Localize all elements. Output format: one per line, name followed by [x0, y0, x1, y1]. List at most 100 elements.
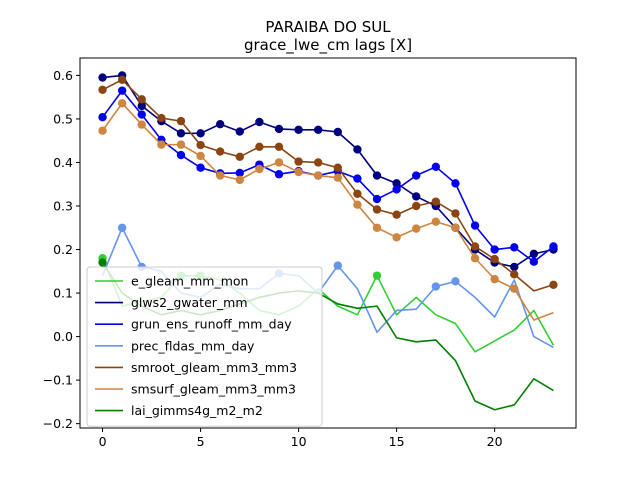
data-point-smroot_gleam_mm3_mm3-7: [235, 152, 244, 162]
data-point-smroot_gleam_mm3_mm3-10: [294, 157, 303, 166]
data-point-glws2_gwater_mm-2: [137, 101, 146, 111]
data-point-grun_ens_runoff_mm_day-22: [529, 257, 539, 266]
data-point-glws2_gwater_mm-13: [353, 145, 362, 154]
data-point-glws2_gwater_mm-12: [333, 127, 343, 137]
data-point-smsurf_gleam_mm3_mm3-6: [215, 171, 225, 180]
data-point-glws2_gwater_mm-11: [313, 125, 323, 135]
data-point-smsurf_gleam_mm3_mm3-8: [255, 164, 264, 174]
data-point-grun_ens_runoff_mm_day-4: [176, 150, 186, 160]
data-point-smsurf_gleam_mm3_mm3-20: [490, 274, 499, 284]
legend-label-e_gleam_mm_mon: e_gleam_mm_mon: [131, 274, 248, 289]
data-point-smroot_gleam_mm3_mm3-17: [431, 197, 441, 206]
chart-subtitle: grace_lwe_cm lags [X]: [244, 36, 412, 55]
data-point-smroot_gleam_mm3_mm3-21: [510, 270, 519, 279]
data-point-grun_ens_runoff_mm_day-15: [392, 185, 401, 194]
data-point-prec_fldas_mm_day-12: [333, 261, 343, 270]
data-point-glws2_gwater_mm-9: [274, 124, 284, 134]
data-point-smroot_gleam_mm3_mm3-0: [98, 85, 107, 94]
data-point-smroot_gleam_mm3_mm3-11: [313, 158, 323, 167]
y-tick-label: −0.1: [43, 373, 73, 388]
y-tick-label: 0.3: [53, 199, 73, 214]
data-point-grun_ens_runoff_mm_day-2: [137, 110, 146, 119]
data-point-smsurf_gleam_mm3_mm3-11: [313, 171, 323, 180]
data-point-smroot_gleam_mm3_mm3-4: [176, 116, 186, 126]
data-point-glws2_gwater_mm-21: [510, 262, 519, 272]
data-point-grun_ens_runoff_mm_day-23: [549, 242, 558, 251]
data-point-smroot_gleam_mm3_mm3-1: [117, 75, 127, 84]
data-point-grun_ens_runoff_mm_day-1: [117, 86, 127, 95]
y-tick-label: 0.4: [53, 155, 73, 170]
data-point-glws2_gwater_mm-16: [412, 192, 421, 201]
y-tick-label: 0.5: [53, 111, 73, 126]
axes-frame: [79, 57, 577, 429]
x-tick-label: 0: [99, 434, 107, 449]
data-point-smsurf_gleam_mm3_mm3-15: [392, 233, 401, 242]
data-point-smroot_gleam_mm3_mm3-13: [353, 189, 362, 199]
data-point-grun_ens_runoff_mm_day-18: [451, 179, 460, 188]
data-point-smsurf_gleam_mm3_mm3-3: [157, 140, 166, 149]
data-point-smroot_gleam_mm3_mm3-6: [215, 147, 225, 156]
y-tick-label: 0.2: [53, 242, 73, 257]
legend-label-prec_fldas_mm_day: prec_fldas_mm_day: [131, 338, 255, 353]
data-point-e_gleam_mm_mon-14: [372, 271, 382, 280]
data-point-smsurf_gleam_mm3_mm3-17: [431, 217, 441, 226]
data-point-smroot_gleam_mm3_mm3-8: [255, 142, 264, 151]
data-point-grun_ens_runoff_mm_day-9: [274, 170, 284, 179]
data-point-smroot_gleam_mm3_mm3-16: [412, 201, 421, 211]
x-tick-label: 20: [487, 434, 503, 449]
data-point-smsurf_gleam_mm3_mm3-7: [235, 175, 244, 185]
legend: e_gleam_mm_mon glws2_gwater_mm grun_ens_ru…: [86, 266, 323, 427]
data-point-grun_ens_runoff_mm_day-16: [412, 171, 421, 180]
data-point-smroot_gleam_mm3_mm3-19: [470, 242, 480, 251]
data-point-prec_fldas_mm_day-17: [431, 282, 441, 291]
y-tick-label: 0.1: [53, 286, 73, 301]
data-point-smsurf_gleam_mm3_mm3-2: [137, 120, 146, 129]
data-point-smroot_gleam_mm3_mm3-3: [157, 113, 166, 123]
data-point-grun_ens_runoff_mm_day-21: [510, 243, 519, 252]
data-point-glws2_gwater_mm-8: [255, 117, 264, 127]
data-point-glws2_gwater_mm-5: [196, 129, 205, 138]
data-point-glws2_gwater_mm-14: [372, 171, 382, 180]
data-point-glws2_gwater_mm-10: [294, 125, 303, 135]
data-point-smsurf_gleam_mm3_mm3-13: [353, 200, 362, 209]
data-point-glws2_gwater_mm-0: [98, 73, 107, 82]
data-point-smroot_gleam_mm3_mm3-12: [333, 163, 343, 172]
chart-title: PARAIBA DO SUL: [265, 18, 391, 36]
data-point-smsurf_gleam_mm3_mm3-4: [176, 140, 186, 149]
x-tick-label: 10: [291, 434, 307, 449]
data-point-lai_gimms4g_m2_m2-0: [98, 258, 107, 267]
data-point-grun_ens_runoff_mm_day-13: [353, 174, 362, 183]
data-point-prec_fldas_mm_day-18: [451, 277, 460, 286]
data-point-smroot_gleam_mm3_mm3-2: [137, 95, 146, 104]
data-point-smsurf_gleam_mm3_mm3-14: [372, 223, 382, 232]
data-point-grun_ens_runoff_mm_day-7: [235, 168, 244, 178]
legend-label-glws2_gwater_mm: glws2_gwater_mm: [131, 295, 248, 310]
data-point-smroot_gleam_mm3_mm3-9: [274, 142, 284, 151]
data-point-glws2_gwater_mm-15: [392, 179, 401, 188]
y-tick-label: 0.0: [53, 329, 73, 344]
legend-label-lai_gimms4g_m2_m2: lai_gimms4g_m2_m2: [131, 403, 263, 418]
data-point-smsurf_gleam_mm3_mm3-19: [470, 254, 480, 263]
data-point-smsurf_gleam_mm3_mm3-5: [196, 151, 205, 161]
data-point-grun_ens_runoff_mm_day-5: [196, 163, 205, 172]
legend-box: [86, 266, 323, 427]
data-point-smroot_gleam_mm3_mm3-5: [196, 140, 205, 150]
data-point-prec_fldas_mm_day-1: [117, 223, 127, 232]
axes: 0 5 10 15 20 −0.2 −0.1 0.0 0.1 0.2 0.3 0.4 0.5 0.6: [43, 57, 577, 449]
data-point-smsurf_gleam_mm3_mm3-10: [294, 167, 303, 177]
data-point-grun_ens_runoff_mm_day-20: [490, 245, 499, 254]
data-point-grun_ens_runoff_mm_day-0: [98, 113, 107, 122]
data-point-glws2_gwater_mm-7: [235, 127, 244, 136]
data-point-glws2_gwater_mm-22: [529, 249, 539, 259]
series-line-smroot_gleam_mm3_mm3: [102, 78, 554, 292]
data-point-smroot_gleam_mm3_mm3-18: [451, 209, 460, 218]
data-point-smsurf_gleam_mm3_mm3-12: [333, 173, 343, 182]
data-point-glws2_gwater_mm-4: [176, 129, 186, 138]
data-point-smroot_gleam_mm3_mm3-20: [490, 254, 499, 264]
x-tick-label: 15: [389, 434, 405, 449]
y-tick-label: −0.2: [43, 416, 73, 431]
data-point-smroot_gleam_mm3_mm3-14: [372, 205, 382, 214]
x-tick-label: 5: [197, 434, 205, 449]
legend-label-smsurf_gleam_mm3_mm3: smsurf_gleam_mm3_mm3: [131, 382, 296, 397]
